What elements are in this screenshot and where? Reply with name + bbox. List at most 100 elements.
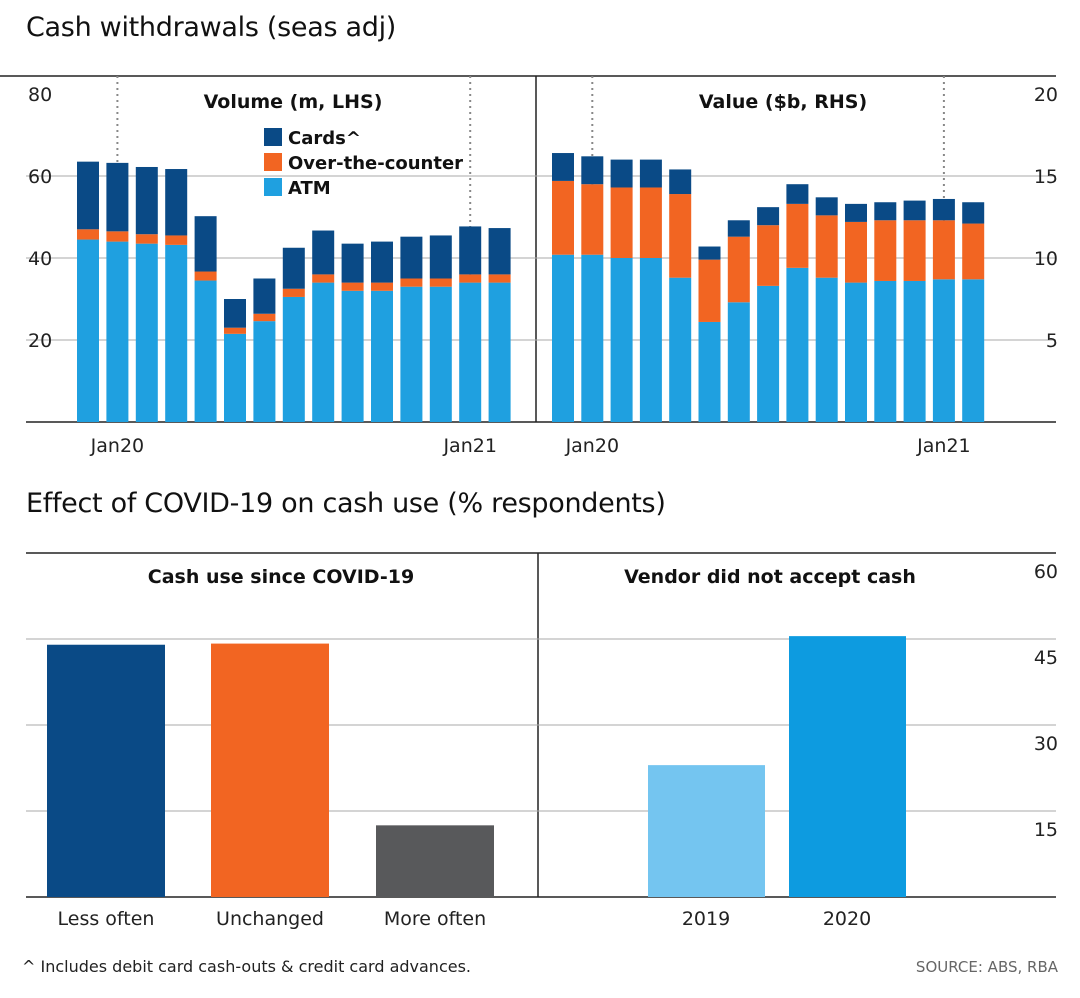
y-tick-label: 20 — [28, 330, 52, 352]
bar-cards — [77, 161, 99, 230]
bar-otc — [165, 235, 188, 245]
bar-atm — [757, 285, 780, 422]
bar-atm — [429, 286, 452, 422]
bar-2019 — [648, 765, 765, 897]
bar-atm — [488, 282, 511, 422]
x-tick-label: Jan20 — [90, 435, 144, 457]
bar-atm — [815, 277, 838, 422]
bar-otc — [581, 184, 604, 255]
bar-otc — [224, 327, 246, 334]
bar-cards — [135, 166, 158, 235]
legend-swatch-otc — [264, 153, 282, 171]
bar-otc — [341, 282, 364, 291]
bar-atm — [727, 302, 750, 422]
bar-cards — [581, 156, 604, 185]
bar-2020 — [789, 636, 906, 897]
x-tick-label: Jan21 — [442, 435, 496, 457]
bar-cards — [488, 228, 511, 275]
bar-cards — [962, 202, 985, 224]
x-category-label: Less often — [58, 908, 155, 930]
chart-title-bottom: Effect of COVID-19 on cash use (% respon… — [26, 488, 666, 519]
bar-otc — [669, 194, 692, 278]
x-category-label: More often — [384, 908, 486, 930]
bar-otc — [312, 274, 335, 283]
bar-atm — [639, 258, 662, 422]
bar-atm — [77, 239, 99, 422]
bar-cards — [903, 200, 926, 221]
bar-otc — [698, 259, 721, 322]
bar-otc — [106, 231, 129, 242]
bar-otc — [253, 313, 276, 322]
bar-otc — [77, 229, 99, 240]
legend-label: Cards^ — [288, 128, 361, 149]
bar-cards — [727, 220, 750, 237]
bar-cards — [552, 153, 574, 181]
y-tick-label: 60 — [28, 166, 52, 188]
chart-title-top: Cash withdrawals (seas adj) — [26, 12, 397, 43]
y-tick-label: 30 — [1034, 733, 1058, 755]
bar-cards — [194, 216, 217, 272]
bar-cards — [610, 159, 633, 188]
bar-cards — [757, 207, 780, 226]
bar-otc — [429, 278, 452, 287]
bar-cards — [845, 203, 867, 222]
y-tick-label: 60 — [1034, 561, 1058, 583]
bar-cards — [932, 198, 955, 221]
legend: Cards^ Over-the-counter ATM — [264, 128, 463, 199]
bar-cards — [282, 247, 305, 289]
y-tick-label: 80 — [28, 84, 52, 106]
x-category-label: Unchanged — [216, 908, 324, 930]
bar-atm — [669, 277, 692, 422]
bar-atm — [341, 290, 364, 422]
footnote: ^ Includes debit card cash-outs & credit… — [22, 957, 471, 976]
volume-chart: 20 40 60 80 Jan20 Jan21 Volume (m, LHS) — [26, 76, 536, 457]
bar-atm — [581, 254, 604, 422]
bar-cards — [165, 169, 188, 236]
bar-atm — [698, 321, 721, 422]
bar-otc — [610, 187, 633, 258]
bar-otc — [903, 220, 926, 281]
legend-swatch-cards — [264, 128, 282, 146]
bar-cards — [371, 241, 393, 283]
y-tick-label: 40 — [28, 248, 52, 270]
bar-more-often — [376, 825, 494, 897]
bar-atm — [932, 279, 955, 422]
bar-atm — [552, 254, 574, 422]
panel-title: Cash use since COVID-19 — [148, 566, 414, 588]
bar-unchanged — [211, 643, 329, 897]
bar-atm — [610, 258, 633, 422]
bar-cards — [429, 235, 452, 279]
bar-atm — [224, 333, 246, 422]
bar-cards — [106, 162, 129, 232]
source-note: SOURCE: ABS, RBA — [915, 958, 1058, 976]
bar-atm — [962, 279, 985, 422]
x-tick-label: Jan20 — [565, 435, 619, 457]
bar-otc — [135, 234, 158, 244]
bar-atm — [106, 241, 129, 422]
y-tick-label: 15 — [1034, 166, 1058, 188]
bar-less-often — [47, 644, 165, 897]
bar-otc — [845, 221, 867, 283]
bar-otc — [282, 288, 305, 297]
bar-atm — [282, 296, 305, 422]
bar-otc — [371, 282, 393, 291]
bar-atm — [194, 280, 217, 422]
bar-atm — [312, 282, 335, 422]
y-tick-label: 15 — [1034, 819, 1058, 841]
bar-otc — [400, 278, 423, 287]
bar-atm — [845, 282, 867, 422]
bar-cards — [639, 159, 662, 188]
y-tick-label: 45 — [1034, 647, 1058, 669]
bar-atm — [165, 244, 188, 422]
legend-label: ATM — [288, 178, 331, 199]
bar-cards — [341, 243, 364, 283]
bar-atm — [371, 290, 393, 422]
bar-otc — [962, 223, 985, 280]
bar-cards — [253, 278, 276, 314]
bar-otc — [932, 220, 955, 280]
x-tick-label: Jan21 — [916, 435, 970, 457]
bar-atm — [400, 286, 423, 422]
bar-otc — [727, 236, 750, 303]
withdrawals-panel: 20 40 60 80 Jan20 Jan21 Volume (m, LHS) Cards^ O… — [0, 75, 1058, 457]
